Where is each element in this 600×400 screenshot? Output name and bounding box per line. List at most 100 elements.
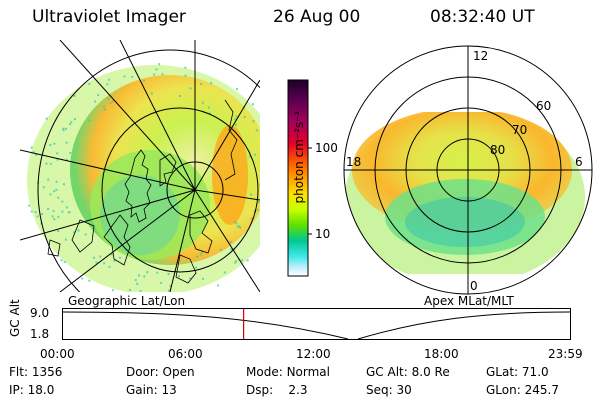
speckle-dot xyxy=(209,112,212,115)
speckle-dot xyxy=(201,277,204,280)
speckle-dot xyxy=(196,255,199,258)
speckle-dot xyxy=(53,218,56,221)
speckle-dot xyxy=(167,289,170,292)
speckle-dot xyxy=(63,261,66,264)
speckle-dot xyxy=(108,265,111,268)
speckle-dot xyxy=(156,271,159,274)
speckle-dot xyxy=(230,248,233,251)
speckle-dot xyxy=(161,73,164,76)
speckle-dot xyxy=(142,79,145,82)
speckle-dot xyxy=(111,289,114,292)
speckle-dot xyxy=(238,225,241,228)
instrument-title: Ultraviolet Imager xyxy=(32,7,186,27)
timeline-ytick-9: 9.0 xyxy=(30,306,50,320)
speckle-dot xyxy=(62,127,65,130)
speckle-dot xyxy=(250,217,253,220)
speckle-dot xyxy=(210,82,213,85)
speckle-dot xyxy=(62,183,65,186)
speckle-dot xyxy=(236,225,239,228)
speckle-dot xyxy=(97,93,100,96)
speckle-dot xyxy=(136,282,139,285)
door-value: Open xyxy=(162,365,195,379)
speckle-dot xyxy=(189,87,192,90)
speckle-dot xyxy=(234,118,237,121)
speckle-dot xyxy=(234,221,237,224)
mlt-label-6: 6 xyxy=(575,155,583,169)
speckle-dot xyxy=(61,200,64,203)
speckle-dot xyxy=(253,210,256,213)
speckle-dot xyxy=(235,115,238,118)
speckle-dot xyxy=(99,255,102,258)
speckle-dot xyxy=(123,75,126,78)
speckle-dot xyxy=(252,120,255,123)
speckle-dot xyxy=(246,259,249,262)
speckle-dot xyxy=(235,260,238,263)
speckle-dot xyxy=(49,193,52,196)
speckle-dot xyxy=(189,277,192,280)
speckle-dot xyxy=(255,129,258,132)
speckle-dot xyxy=(77,229,80,232)
speckle-dot xyxy=(239,226,242,229)
geographic-aurora-image xyxy=(20,40,260,292)
speckle-dot xyxy=(106,83,109,86)
speckle-dot xyxy=(109,101,112,104)
timeline-ytick-1-8: 1.8 xyxy=(30,327,50,341)
speckle-dot xyxy=(95,261,98,264)
mlt-label-18: 18 xyxy=(346,155,361,169)
speckle-dot xyxy=(108,78,111,81)
timeline-ylabel: GC Alt xyxy=(8,299,22,337)
speckle-dot xyxy=(146,271,149,274)
speckle-dot xyxy=(179,95,182,98)
speckle-dot xyxy=(73,118,76,121)
speckle-dot xyxy=(194,266,197,269)
mlt-label-12: 12 xyxy=(473,49,488,63)
speckle-dot xyxy=(256,208,259,211)
speckle-dot xyxy=(65,141,68,144)
mlat-label-80: 80 xyxy=(490,143,505,157)
speckle-dot xyxy=(45,162,48,165)
glat-field: GLat: 71.0 xyxy=(486,365,549,379)
mode-field: Mode: Normal xyxy=(246,365,330,379)
speckle-dot xyxy=(64,127,67,130)
speckle-dot xyxy=(64,238,67,241)
speckle-dot xyxy=(248,155,251,158)
timeline-xtick-2359: 23:59 xyxy=(548,347,583,361)
mlat-label-60: 60 xyxy=(536,99,551,113)
speckle-dot xyxy=(60,259,63,262)
speckle-dot xyxy=(69,123,72,126)
speckle-dot xyxy=(30,210,33,213)
speckle-dot xyxy=(184,74,187,77)
altitude-timeline-plot xyxy=(62,308,571,340)
speckle-dot xyxy=(143,275,146,278)
colorbar-tick-100: 100 xyxy=(315,141,338,155)
speckle-dot xyxy=(234,123,237,126)
door-field: Door: Open xyxy=(126,365,195,379)
right-map-label: Apex MLat/MLT xyxy=(424,294,514,308)
speckle-dot xyxy=(70,121,73,124)
speckle-dot xyxy=(201,101,204,104)
speckle-dot xyxy=(73,94,76,97)
speckle-dot xyxy=(169,285,172,288)
speckle-dot xyxy=(236,87,239,90)
speckle-dot xyxy=(51,215,54,218)
speckle-dot xyxy=(160,281,163,284)
speckle-dot xyxy=(207,106,210,109)
speckle-dot xyxy=(251,103,254,106)
speckle-dot xyxy=(250,193,253,196)
flt-field: Flt: 1356 xyxy=(9,365,63,379)
speckle-dot xyxy=(57,215,60,218)
speckle-dot xyxy=(217,284,220,287)
speckle-dot xyxy=(40,213,43,216)
speckle-dot xyxy=(201,251,204,254)
speckle-dot xyxy=(81,277,84,280)
speckle-dot xyxy=(257,201,260,204)
speckle-dot xyxy=(102,105,105,108)
apex-polar-plot: 12 18 6 0 60 70 80 xyxy=(343,45,593,295)
time-label: 08:32:40 UT xyxy=(430,7,535,27)
speckle-dot xyxy=(52,210,55,213)
colorbar-tick-10: 10 xyxy=(315,227,331,241)
speckle-dot xyxy=(61,210,64,213)
speckle-dot xyxy=(69,151,72,154)
speckle-dot xyxy=(229,240,232,243)
speckle-dot xyxy=(34,211,37,214)
